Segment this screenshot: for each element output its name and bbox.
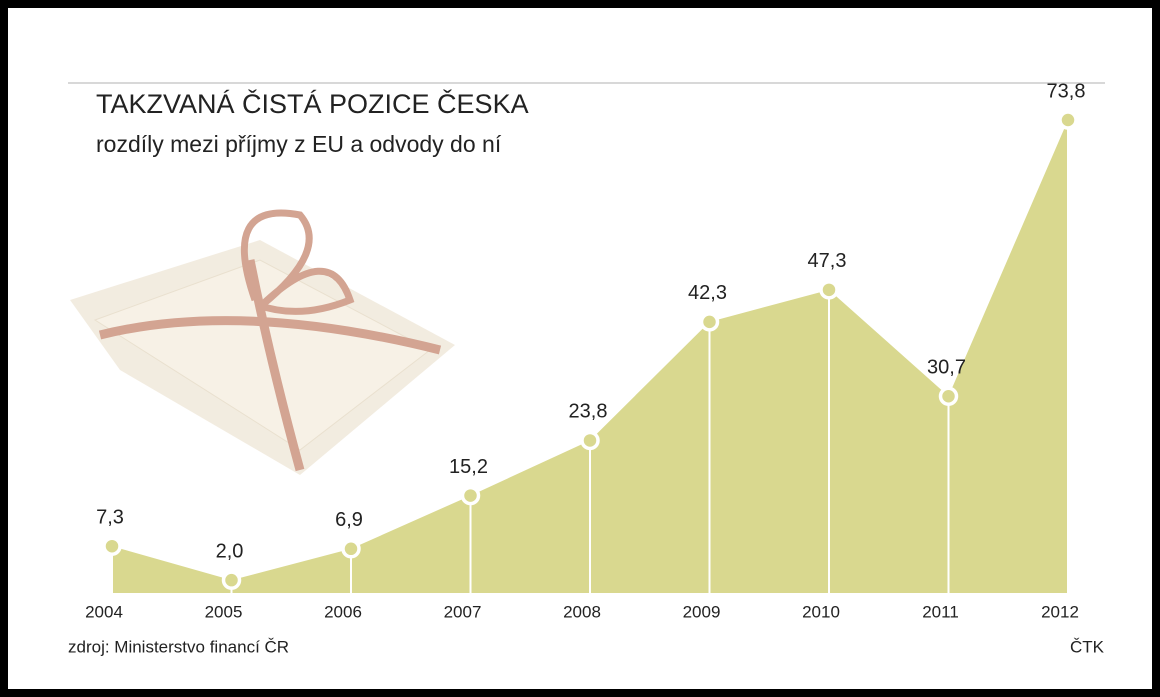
- x-tick-label: 2006: [324, 602, 362, 621]
- point: [460, 485, 481, 506]
- chart-title: TAKZVANÁ ČISTÁ POZICE ČESKA: [96, 88, 529, 119]
- value-label: 6,9: [335, 509, 363, 531]
- point: [819, 280, 839, 300]
- source: zdroj: Ministerstvo financí ČR: [68, 637, 289, 656]
- value-label: 30,7: [927, 357, 966, 379]
- point: [221, 570, 242, 590]
- point: [580, 430, 600, 451]
- x-tick-label: 2008: [563, 602, 601, 621]
- x-tick-label: 2007: [444, 602, 482, 621]
- value-label: 2,0: [216, 540, 244, 562]
- x-tick-label: 2005: [205, 602, 243, 621]
- value-label: 42,3: [688, 282, 727, 304]
- point: [341, 539, 361, 559]
- value-label: 73,8: [1047, 80, 1086, 102]
- credit: ČTK: [1070, 637, 1105, 656]
- x-tick-label: 2011: [922, 602, 959, 621]
- value-label: 47,3: [808, 250, 847, 272]
- value-label: 7,3: [96, 506, 124, 528]
- value-label: 15,2: [449, 456, 488, 478]
- money-illustration: [70, 209, 455, 475]
- point: [938, 386, 959, 406]
- x-tick-label: 2010: [802, 602, 840, 621]
- x-tick-label: 2004: [85, 602, 123, 621]
- chart-subtitle: rozdíly mezi příjmy z EU a odvody do ní: [96, 131, 502, 157]
- x-tick-label: 2012: [1041, 602, 1079, 621]
- value-label: 23,8: [569, 401, 608, 423]
- x-tick-label: 2009: [683, 602, 721, 621]
- point: [1058, 110, 1078, 130]
- point: [102, 536, 122, 556]
- point: [699, 312, 720, 332]
